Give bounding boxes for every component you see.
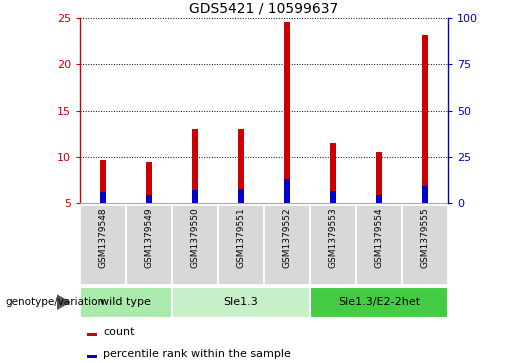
Bar <box>330 143 336 203</box>
FancyBboxPatch shape <box>356 205 402 285</box>
Text: genotype/variation: genotype/variation <box>5 297 104 307</box>
Polygon shape <box>57 295 70 309</box>
Bar <box>330 191 336 203</box>
Bar <box>146 162 151 203</box>
Bar <box>100 192 106 203</box>
Bar <box>238 129 244 203</box>
Bar <box>284 22 290 203</box>
Text: GSM1379552: GSM1379552 <box>282 208 291 268</box>
Bar <box>422 35 428 203</box>
Bar <box>376 152 382 203</box>
FancyBboxPatch shape <box>172 205 218 285</box>
Bar <box>87 355 97 358</box>
Text: GSM1379551: GSM1379551 <box>236 208 246 268</box>
FancyBboxPatch shape <box>80 287 172 318</box>
FancyBboxPatch shape <box>264 205 310 285</box>
FancyBboxPatch shape <box>310 205 356 285</box>
Text: percentile rank within the sample: percentile rank within the sample <box>103 349 291 359</box>
Text: GSM1379554: GSM1379554 <box>374 208 384 268</box>
Bar <box>192 129 198 203</box>
Text: Sle1.3: Sle1.3 <box>224 297 259 307</box>
Bar <box>284 179 290 203</box>
FancyBboxPatch shape <box>80 205 126 285</box>
Text: GSM1379550: GSM1379550 <box>191 208 199 268</box>
Text: GSM1379555: GSM1379555 <box>421 208 430 268</box>
Bar <box>192 190 198 203</box>
Bar <box>100 160 106 203</box>
Text: GSM1379553: GSM1379553 <box>329 208 337 268</box>
Text: GSM1379549: GSM1379549 <box>144 208 153 268</box>
Bar <box>87 333 97 335</box>
Bar <box>146 195 151 203</box>
Bar <box>238 189 244 203</box>
Bar <box>422 186 428 203</box>
Text: wild type: wild type <box>100 297 151 307</box>
FancyBboxPatch shape <box>310 287 448 318</box>
Title: GDS5421 / 10599637: GDS5421 / 10599637 <box>190 1 338 16</box>
Text: GSM1379548: GSM1379548 <box>98 208 107 268</box>
FancyBboxPatch shape <box>402 205 448 285</box>
FancyBboxPatch shape <box>172 287 310 318</box>
Bar <box>376 195 382 203</box>
FancyBboxPatch shape <box>218 205 264 285</box>
Text: Sle1.3/E2-2het: Sle1.3/E2-2het <box>338 297 420 307</box>
FancyBboxPatch shape <box>126 205 172 285</box>
Text: count: count <box>103 327 134 337</box>
